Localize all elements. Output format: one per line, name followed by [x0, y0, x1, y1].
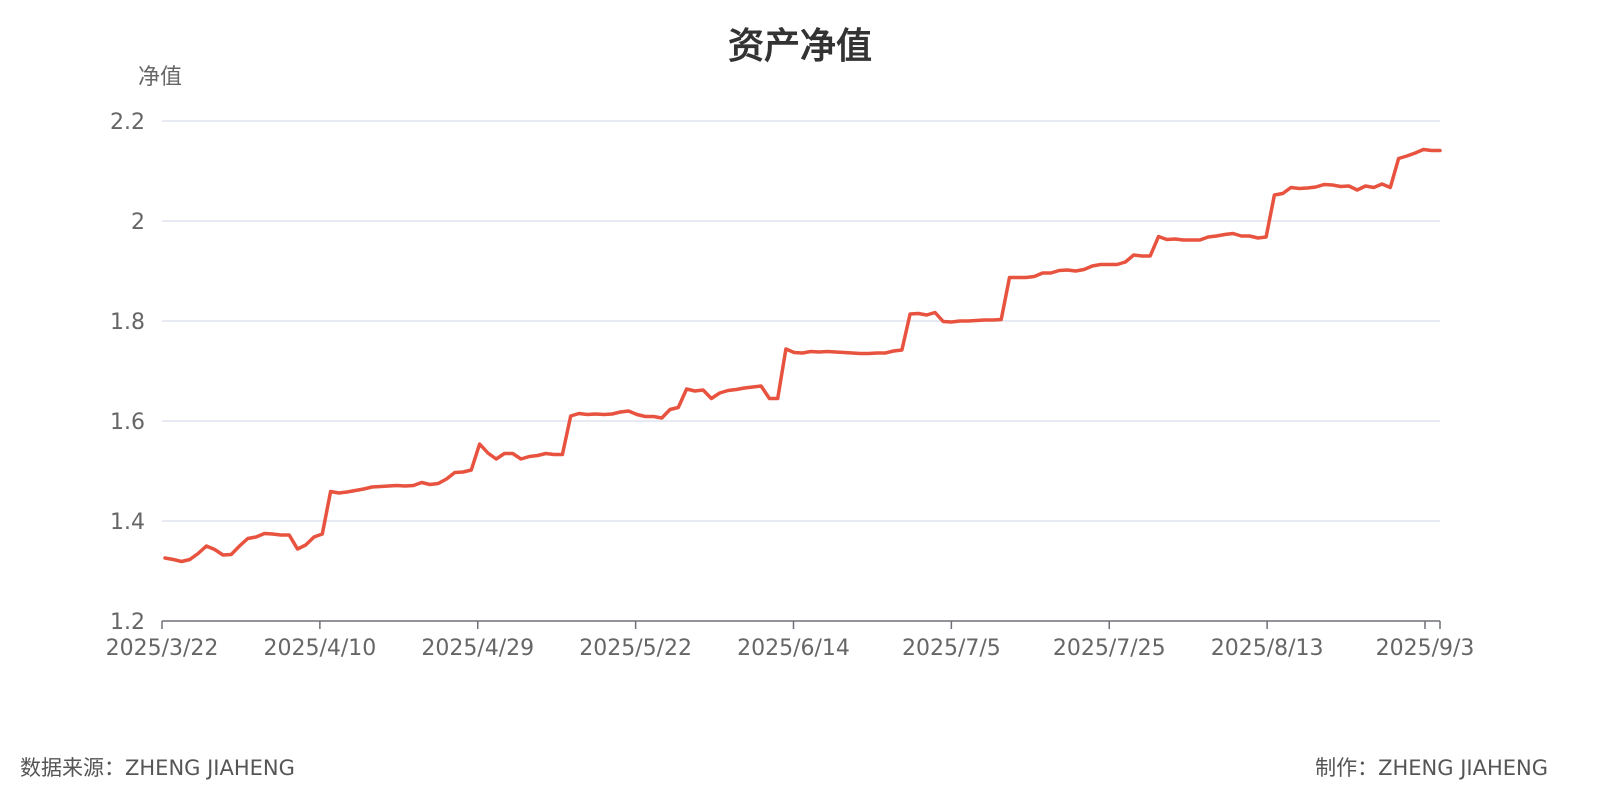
x-tick-label: 2025/3/22: [106, 636, 219, 661]
series-line: [163, 147, 1442, 564]
y-tick-label: 2: [131, 210, 145, 235]
x-tick-label: 2025/6/14: [737, 636, 850, 661]
y-tick-label: 1.2: [110, 610, 145, 635]
x-tick-label: 2025/4/10: [263, 636, 376, 661]
data-source-note: 数据来源：ZHENG JIAHENG: [20, 756, 295, 780]
author-note: 制作：ZHENG JIAHENG: [1315, 756, 1548, 780]
x-tick-label: 2025/7/5: [902, 636, 1001, 661]
y-tick-label: 1.8: [110, 310, 145, 335]
y-tick-label: 2.2: [110, 110, 145, 135]
y-axis-label: 净值: [138, 65, 182, 90]
y-tick-label: 1.6: [110, 410, 145, 435]
x-tick-label: 2025/5/22: [579, 636, 692, 661]
y-tick-label: 1.4: [110, 510, 145, 535]
series-layer: [163, 147, 1442, 564]
x-tick-label: 2025/9/3: [1376, 636, 1475, 661]
x-tick-label: 2025/7/25: [1053, 636, 1166, 661]
grid-layer: [162, 120, 1440, 522]
axis-layer: 1.2 1.4 1.6 1.8 2 2.2 2025/3/22 2025/4/10 2025/4…: [106, 110, 1475, 661]
x-tick-label: 2025/8/13: [1211, 636, 1324, 661]
chart-title: 资产净值: [728, 26, 872, 67]
x-tick-label: 2025/4/29: [421, 636, 534, 661]
